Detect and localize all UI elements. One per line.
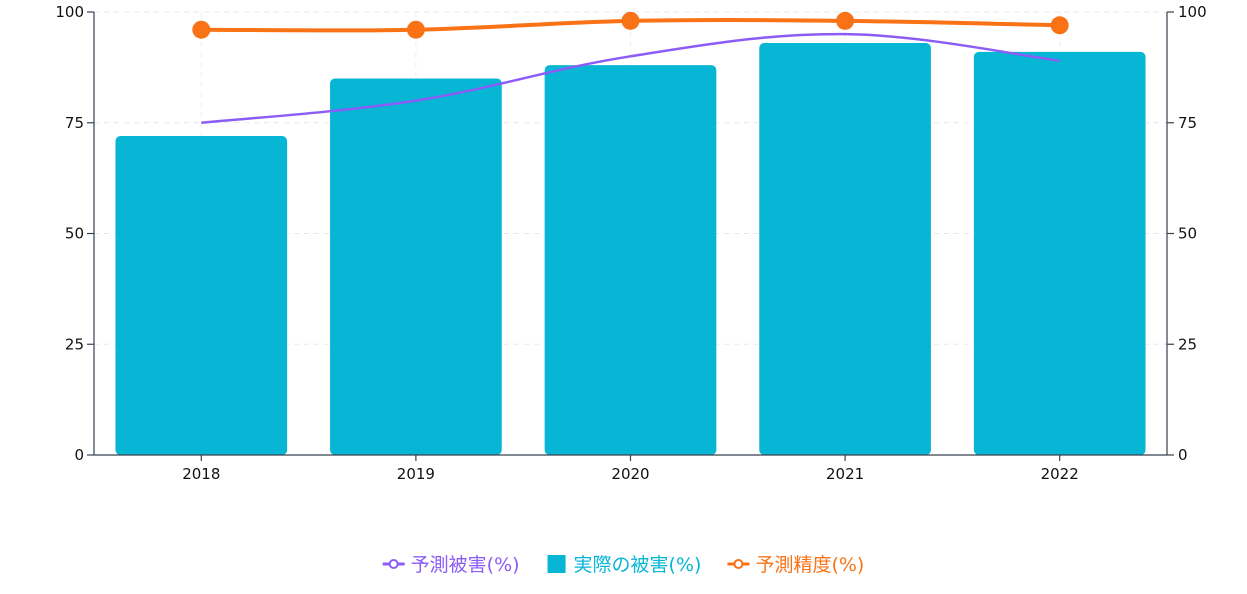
legend: 予測被害(%) 実際の被害(%) 予測精度(%) xyxy=(382,554,864,576)
bar-2021 xyxy=(759,43,931,455)
bar-2018 xyxy=(115,136,288,456)
lines-layer xyxy=(192,11,1069,124)
y-tick-label: 100 xyxy=(55,3,84,21)
point-2018 xyxy=(192,20,211,39)
point-2022 xyxy=(1050,16,1069,35)
point-2019 xyxy=(406,20,425,39)
legend-swatch xyxy=(547,555,566,573)
bar-2020 xyxy=(544,65,717,455)
x-tick-label: 2021 xyxy=(826,465,864,483)
bar-2022 xyxy=(973,51,1146,456)
bars-layer xyxy=(115,43,1146,456)
line-series-1 xyxy=(201,32,1060,124)
y2-tick-label: 50 xyxy=(1178,225,1197,243)
bar-2019 xyxy=(330,78,502,455)
legend-label: 予測精度(%) xyxy=(755,554,864,576)
y-tick-label: 75 xyxy=(65,114,84,132)
y2-tick-label: 25 xyxy=(1178,335,1197,353)
y2-tick-label: 100 xyxy=(1178,3,1207,21)
point-2020 xyxy=(621,11,640,30)
x-tick-label: 2018 xyxy=(182,465,220,483)
y2-tick-label: 75 xyxy=(1178,114,1197,132)
point-2021 xyxy=(836,11,855,30)
legend-label: 予測被害(%) xyxy=(411,554,520,576)
legend-marker xyxy=(388,559,399,569)
legend-label: 実際の被害(%) xyxy=(574,554,702,576)
axes-layer: 0 25 50 75 100 0 25 50 75 100 2018 2019 2020 2021 2022 xyxy=(55,3,1206,483)
x-tick-label: 2020 xyxy=(611,465,649,483)
y2-tick-label: 0 xyxy=(1178,446,1188,464)
y-tick-label: 25 xyxy=(65,335,84,353)
legend-marker xyxy=(733,559,744,569)
y-tick-label: 50 xyxy=(65,225,84,243)
x-tick-label: 2022 xyxy=(1041,465,1079,483)
x-tick-label: 2019 xyxy=(397,465,435,483)
y-tick-label: 0 xyxy=(74,446,84,464)
